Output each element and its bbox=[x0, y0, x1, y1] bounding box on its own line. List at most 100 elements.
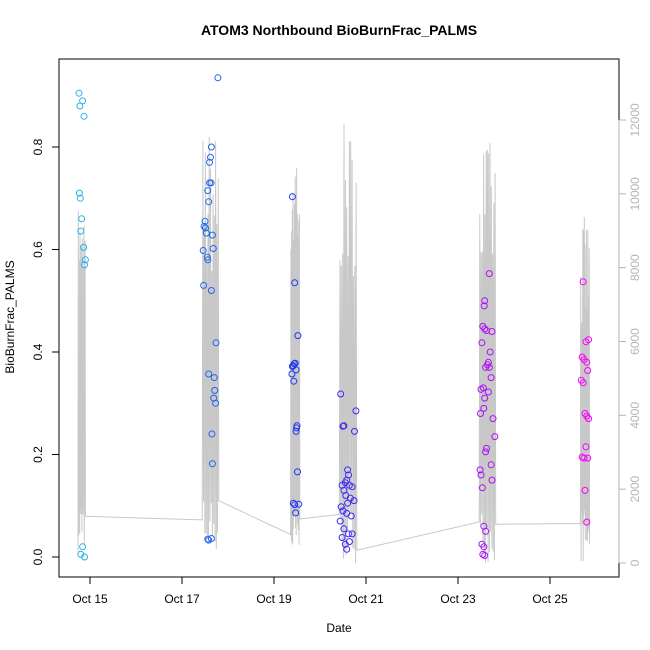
data-point bbox=[207, 153, 214, 161]
data-point bbox=[477, 410, 484, 417]
data-point bbox=[290, 377, 298, 385]
data-point bbox=[208, 430, 216, 438]
data-point bbox=[205, 198, 213, 206]
data-point bbox=[338, 534, 346, 541]
data-point bbox=[344, 466, 352, 474]
data-point bbox=[81, 261, 88, 269]
data-point bbox=[584, 367, 592, 374]
data-point bbox=[201, 217, 209, 225]
data-point bbox=[209, 245, 217, 252]
data-point bbox=[204, 187, 212, 195]
data-point bbox=[340, 525, 348, 533]
data-point bbox=[485, 270, 493, 278]
data-point bbox=[480, 404, 488, 412]
data-point bbox=[202, 229, 210, 237]
data-point bbox=[482, 363, 490, 371]
y2-tick-label: 12000 bbox=[628, 103, 642, 137]
data-point bbox=[210, 374, 218, 382]
data-point bbox=[208, 460, 216, 468]
data-point bbox=[336, 517, 344, 525]
x-tick-label: Oct 15 bbox=[72, 592, 108, 606]
data-point bbox=[481, 297, 489, 305]
data-point bbox=[293, 424, 300, 432]
data-point bbox=[483, 444, 490, 452]
line-series-layer bbox=[77, 124, 591, 563]
y-axis-label: BioBurnFrac_PALMS bbox=[3, 260, 17, 373]
data-point bbox=[288, 362, 296, 370]
x-tick-label: Oct 21 bbox=[348, 592, 384, 606]
data-point bbox=[200, 222, 208, 230]
data-point bbox=[79, 543, 87, 551]
data-point bbox=[348, 530, 356, 538]
data-point bbox=[204, 535, 212, 543]
data-point bbox=[292, 509, 300, 517]
data-point bbox=[207, 287, 215, 294]
data-point bbox=[292, 427, 300, 435]
chart-title: ATOM3 Northbound BioBurnFrac_PALMS bbox=[201, 22, 477, 38]
data-point bbox=[288, 370, 296, 378]
data-point bbox=[80, 112, 88, 120]
data-point bbox=[487, 461, 495, 469]
x-tick-label: Oct 25 bbox=[532, 592, 568, 606]
y-axis-right: 0 2000 4000 6000 8000 10000 12000 bbox=[618, 103, 642, 566]
data-point bbox=[337, 390, 345, 398]
data-point bbox=[488, 476, 496, 484]
data-point bbox=[481, 394, 489, 402]
y-axis-left: 0.0 0.2 0.4 0.6 0.8 bbox=[31, 138, 60, 565]
data-point bbox=[486, 348, 494, 356]
data-point bbox=[480, 543, 488, 551]
data-point bbox=[206, 158, 214, 166]
data-point bbox=[337, 503, 345, 511]
data-point bbox=[491, 433, 499, 441]
x-axis: Oct 15 Oct 17 Oct 19 Oct 21 Oct 23 Oct 25 bbox=[72, 576, 568, 606]
data-point bbox=[585, 415, 593, 423]
data-point bbox=[477, 385, 485, 393]
data-point bbox=[214, 74, 222, 82]
data-point bbox=[292, 366, 300, 374]
data-point bbox=[582, 338, 590, 346]
data-point bbox=[343, 545, 351, 553]
y2-tick-label: 2000 bbox=[628, 475, 642, 502]
data-point bbox=[579, 379, 587, 387]
x-tick-label: Oct 19 bbox=[256, 592, 292, 606]
data-point bbox=[579, 278, 587, 286]
data-point bbox=[345, 538, 353, 546]
data-point bbox=[482, 448, 490, 456]
x-tick-label: Oct 17 bbox=[164, 592, 200, 606]
data-point bbox=[344, 499, 352, 507]
data-point bbox=[345, 530, 352, 538]
data-point bbox=[77, 227, 85, 235]
data-point bbox=[581, 486, 589, 494]
y2-tick-label: 4000 bbox=[628, 402, 642, 429]
data-point bbox=[481, 325, 489, 333]
data-point bbox=[207, 179, 215, 187]
y-tick-label: 0.2 bbox=[31, 446, 45, 463]
data-point bbox=[351, 427, 358, 435]
data-point bbox=[583, 358, 591, 366]
data-point bbox=[350, 497, 358, 505]
y2-tick-label: 6000 bbox=[628, 328, 642, 355]
data-point bbox=[294, 468, 301, 476]
data-point bbox=[288, 193, 296, 201]
data-point bbox=[207, 535, 215, 542]
data-point bbox=[291, 501, 299, 509]
data-point bbox=[212, 399, 220, 407]
data-point bbox=[339, 422, 347, 430]
data-point bbox=[489, 415, 497, 423]
data-point bbox=[487, 374, 495, 382]
data-point bbox=[79, 97, 87, 105]
data-point bbox=[81, 553, 88, 561]
data-point bbox=[80, 243, 88, 251]
data-point bbox=[481, 552, 489, 559]
data-point bbox=[482, 527, 490, 535]
altitude-line bbox=[77, 124, 591, 563]
point-series-layer bbox=[75, 74, 593, 561]
data-point bbox=[478, 339, 486, 347]
data-point bbox=[204, 256, 212, 264]
data-point bbox=[200, 281, 208, 289]
data-point bbox=[348, 483, 356, 491]
data-point bbox=[81, 256, 89, 264]
data-point bbox=[584, 454, 592, 462]
data-point bbox=[212, 339, 220, 347]
